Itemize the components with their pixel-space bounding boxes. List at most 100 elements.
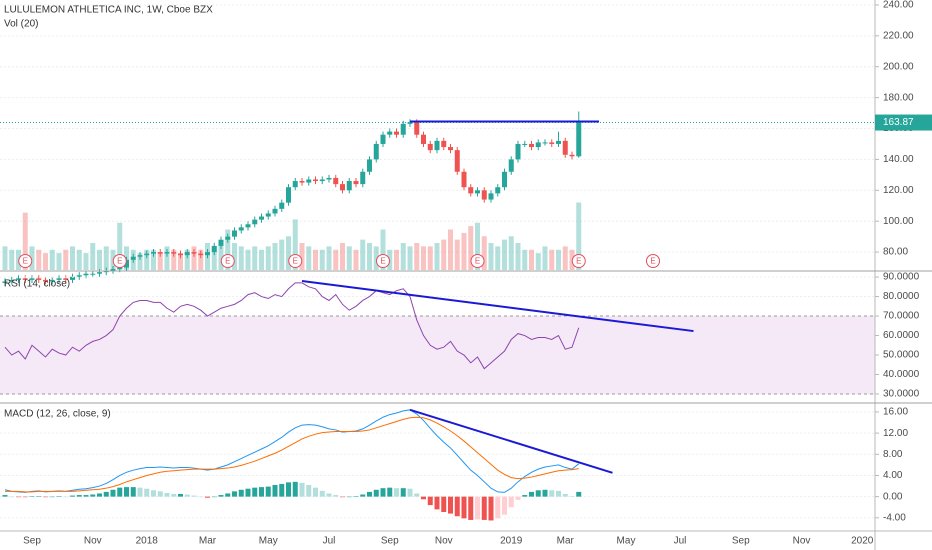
volume-bar (43, 253, 48, 270)
candle-body (151, 252, 156, 254)
candle-body (360, 171, 366, 185)
candle-body (292, 181, 298, 188)
last-price-label: 163.87 (883, 117, 914, 128)
y-tick-label: 8.00 (883, 449, 903, 460)
y-tick-label: 80.00 (883, 247, 908, 258)
histogram-bar (542, 489, 548, 497)
histogram-bar (535, 490, 541, 497)
candle-body (475, 190, 480, 194)
volume-bar (495, 246, 501, 270)
candle-body (225, 236, 231, 240)
macd-title: MACD (12, 26, close, 9) (4, 409, 111, 420)
earnings-marker (376, 254, 390, 268)
volume-bar (299, 243, 305, 270)
histogram-bar (400, 488, 406, 497)
candle-body (252, 219, 258, 225)
candle-body (9, 279, 15, 282)
volume-bar (542, 246, 548, 270)
candle-body (387, 131, 393, 135)
candle-body (63, 278, 69, 280)
volume-bar (319, 249, 325, 270)
candle-body (488, 193, 494, 200)
volume-bar (522, 249, 528, 270)
candle-body (70, 276, 75, 280)
candle-body (218, 239, 224, 246)
histogram-bar (63, 496, 69, 498)
volume-bar (360, 239, 366, 270)
candle-body (508, 159, 514, 172)
histogram-bar (36, 496, 42, 497)
histogram-bar (306, 485, 312, 497)
histogram-bar (481, 496, 487, 520)
volume-bar (2, 246, 8, 270)
candle-body (259, 216, 264, 220)
histogram-bar (556, 490, 561, 497)
histogram-bar (151, 490, 156, 497)
y-tick-label: 12.00 (883, 428, 908, 439)
candle-body (454, 150, 460, 172)
histogram-bar (394, 488, 399, 497)
histogram-bar (191, 495, 197, 497)
volume-bar (171, 249, 177, 270)
volume-bar (346, 246, 352, 270)
volume-bar (279, 239, 285, 270)
candle-body (313, 179, 318, 182)
rsi-title: RSI (14, close) (4, 279, 70, 290)
volume-bar (90, 243, 96, 270)
histogram-bar (495, 496, 501, 519)
candle-body (279, 202, 285, 209)
candle-body (191, 252, 197, 254)
histogram-bar (272, 485, 278, 497)
volume-bar (198, 249, 204, 270)
volume-bar (400, 243, 406, 270)
y-tick-label: 240.00 (883, 0, 914, 11)
volume-bar (407, 246, 413, 270)
volume-bar (286, 236, 291, 270)
x-tick-label: 2020 (851, 536, 874, 547)
histogram-bar (353, 496, 359, 497)
volume-bar (373, 246, 379, 270)
candle-body (299, 181, 305, 183)
histogram-bar (16, 496, 21, 498)
volume-bar (238, 246, 244, 270)
volume-title: Vol (20) (4, 19, 38, 30)
histogram-bar (373, 489, 379, 497)
histogram-bar (90, 494, 96, 497)
histogram-bar (171, 494, 177, 497)
x-tick-label: May (259, 536, 278, 547)
candle-body (178, 253, 183, 256)
histogram-bar (97, 493, 102, 497)
volume-bar (157, 253, 163, 270)
volume-bar (306, 246, 312, 270)
histogram-bar (576, 491, 582, 497)
candle-body (481, 190, 487, 200)
histogram-bar (70, 495, 75, 497)
histogram-bar (49, 496, 55, 498)
last-price-tag (875, 114, 932, 131)
candle-body (36, 278, 42, 280)
volume-bar (164, 246, 170, 270)
histogram-bar (164, 492, 170, 497)
histogram-bar (22, 496, 28, 498)
histogram-bar (508, 496, 514, 508)
volume-bar (151, 249, 156, 270)
y-tick-label: 60.0000 (883, 330, 920, 341)
histogram-bar (130, 487, 136, 497)
x-tick-label: Nov (84, 536, 102, 547)
candle-body (184, 252, 190, 256)
volume-bar (434, 243, 440, 270)
volume-bar (137, 253, 143, 270)
histogram-bar (407, 488, 413, 497)
earnings-label: E (23, 257, 28, 266)
histogram-bar (225, 493, 231, 497)
volume-bar (259, 249, 264, 270)
candle-body (333, 177, 339, 185)
candle-body (306, 179, 312, 183)
histogram-bar (461, 496, 467, 519)
volume-bar (63, 249, 69, 270)
histogram-bar (448, 496, 453, 514)
y-tick-label: 50.0000 (883, 350, 920, 361)
volume-bar (502, 239, 507, 270)
histogram-bar (569, 496, 575, 497)
